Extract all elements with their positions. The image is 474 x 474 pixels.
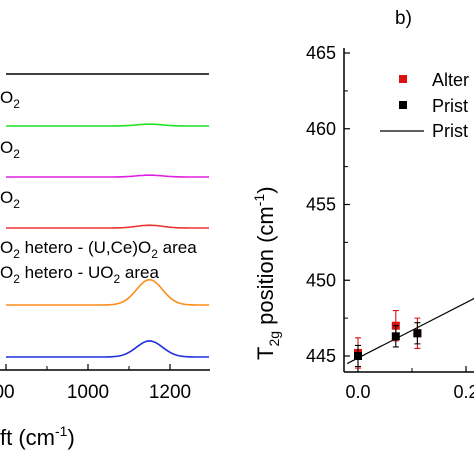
panel-a-trace-1 [6,123,209,127]
panel-b-x-tick-label: 0.2 [453,382,474,402]
panel-a-trace-label-5: O2 hetero - UO2 area [0,263,159,286]
panel-b-y-tick-label: 455 [306,195,336,215]
panel-a-x-axis-title-unit: -1 [55,423,68,439]
panel-b-y-title-rest: position (cm [253,206,278,331]
legend-label-2: Prist [432,121,468,141]
panel-a-x-tick-label-1: 1000 [67,382,109,403]
panel-a-x-tick-label-0: 00 [0,382,15,403]
panel-a-x-axis-title-main: ft (cm [0,425,55,450]
legend-label-0: Alter [432,70,469,90]
panel-a-trace-label-4: O2 hetero - (U,Ce)O2 area [0,238,197,261]
panel-b-point-pristine [413,329,422,338]
panel-a-trace-5 [6,340,209,358]
panel-b-y-tick-label: 445 [306,346,336,366]
panel-a-x-tick-label-2: 1200 [149,382,191,403]
panel-b-y-tick-label: 460 [306,119,336,139]
legend-marker-0 [399,75,407,83]
panel-b-y-tick-label: 450 [306,270,336,290]
panel-a-x-axis-title: ft (cm-1) [0,423,75,450]
panel-a: 00 1000 1200 ft (cm-1) O2 O2 O2 O2 heter… [0,73,210,450]
panel-b-legend: Alter Prist Prist [380,70,469,141]
panel-b-y-axis-title: T2g position (cm-1) [251,186,282,360]
panel-b-y-tick-label: 465 [306,43,336,63]
legend-marker-1 [399,101,407,109]
panel-a-trace-label-3: O2 [0,188,20,211]
panel-b-y-title-main: T [253,347,278,360]
panel-b-x-tick-label: 0.0 [345,382,370,402]
panel-b-fit-line [346,297,474,365]
panel-a-trace-3 [6,224,209,229]
panel-a-x-ticks [5,364,171,370]
panel-b: b) 445 450 455 460 465 0.0 0.2 T2g position (… [251,8,474,402]
legend-label-1: Prist [432,96,468,116]
panel-b-y-title-sup: -1 [251,194,267,207]
panel-b-point-pristine [391,332,400,341]
panel-b-label: b) [395,8,412,29]
panel-b-y-title-sub: 2g [266,331,282,347]
panel-b-points [354,310,422,369]
panel-b-y-title-close: ) [253,186,278,193]
panel-a-x-axis-title-close: ) [67,425,74,450]
panel-b-y-ticks: 445 450 455 460 465 [306,43,350,366]
panel-a-trace-label-2: O2 [0,138,20,161]
panel-b-point-pristine [354,352,362,360]
panel-a-trace-label-1: O2 [0,88,20,111]
panel-a-trace-2 [6,174,209,178]
panel-a-trace-4 [6,278,209,306]
panel-b-x-ticks: 0.0 0.2 [345,366,474,402]
